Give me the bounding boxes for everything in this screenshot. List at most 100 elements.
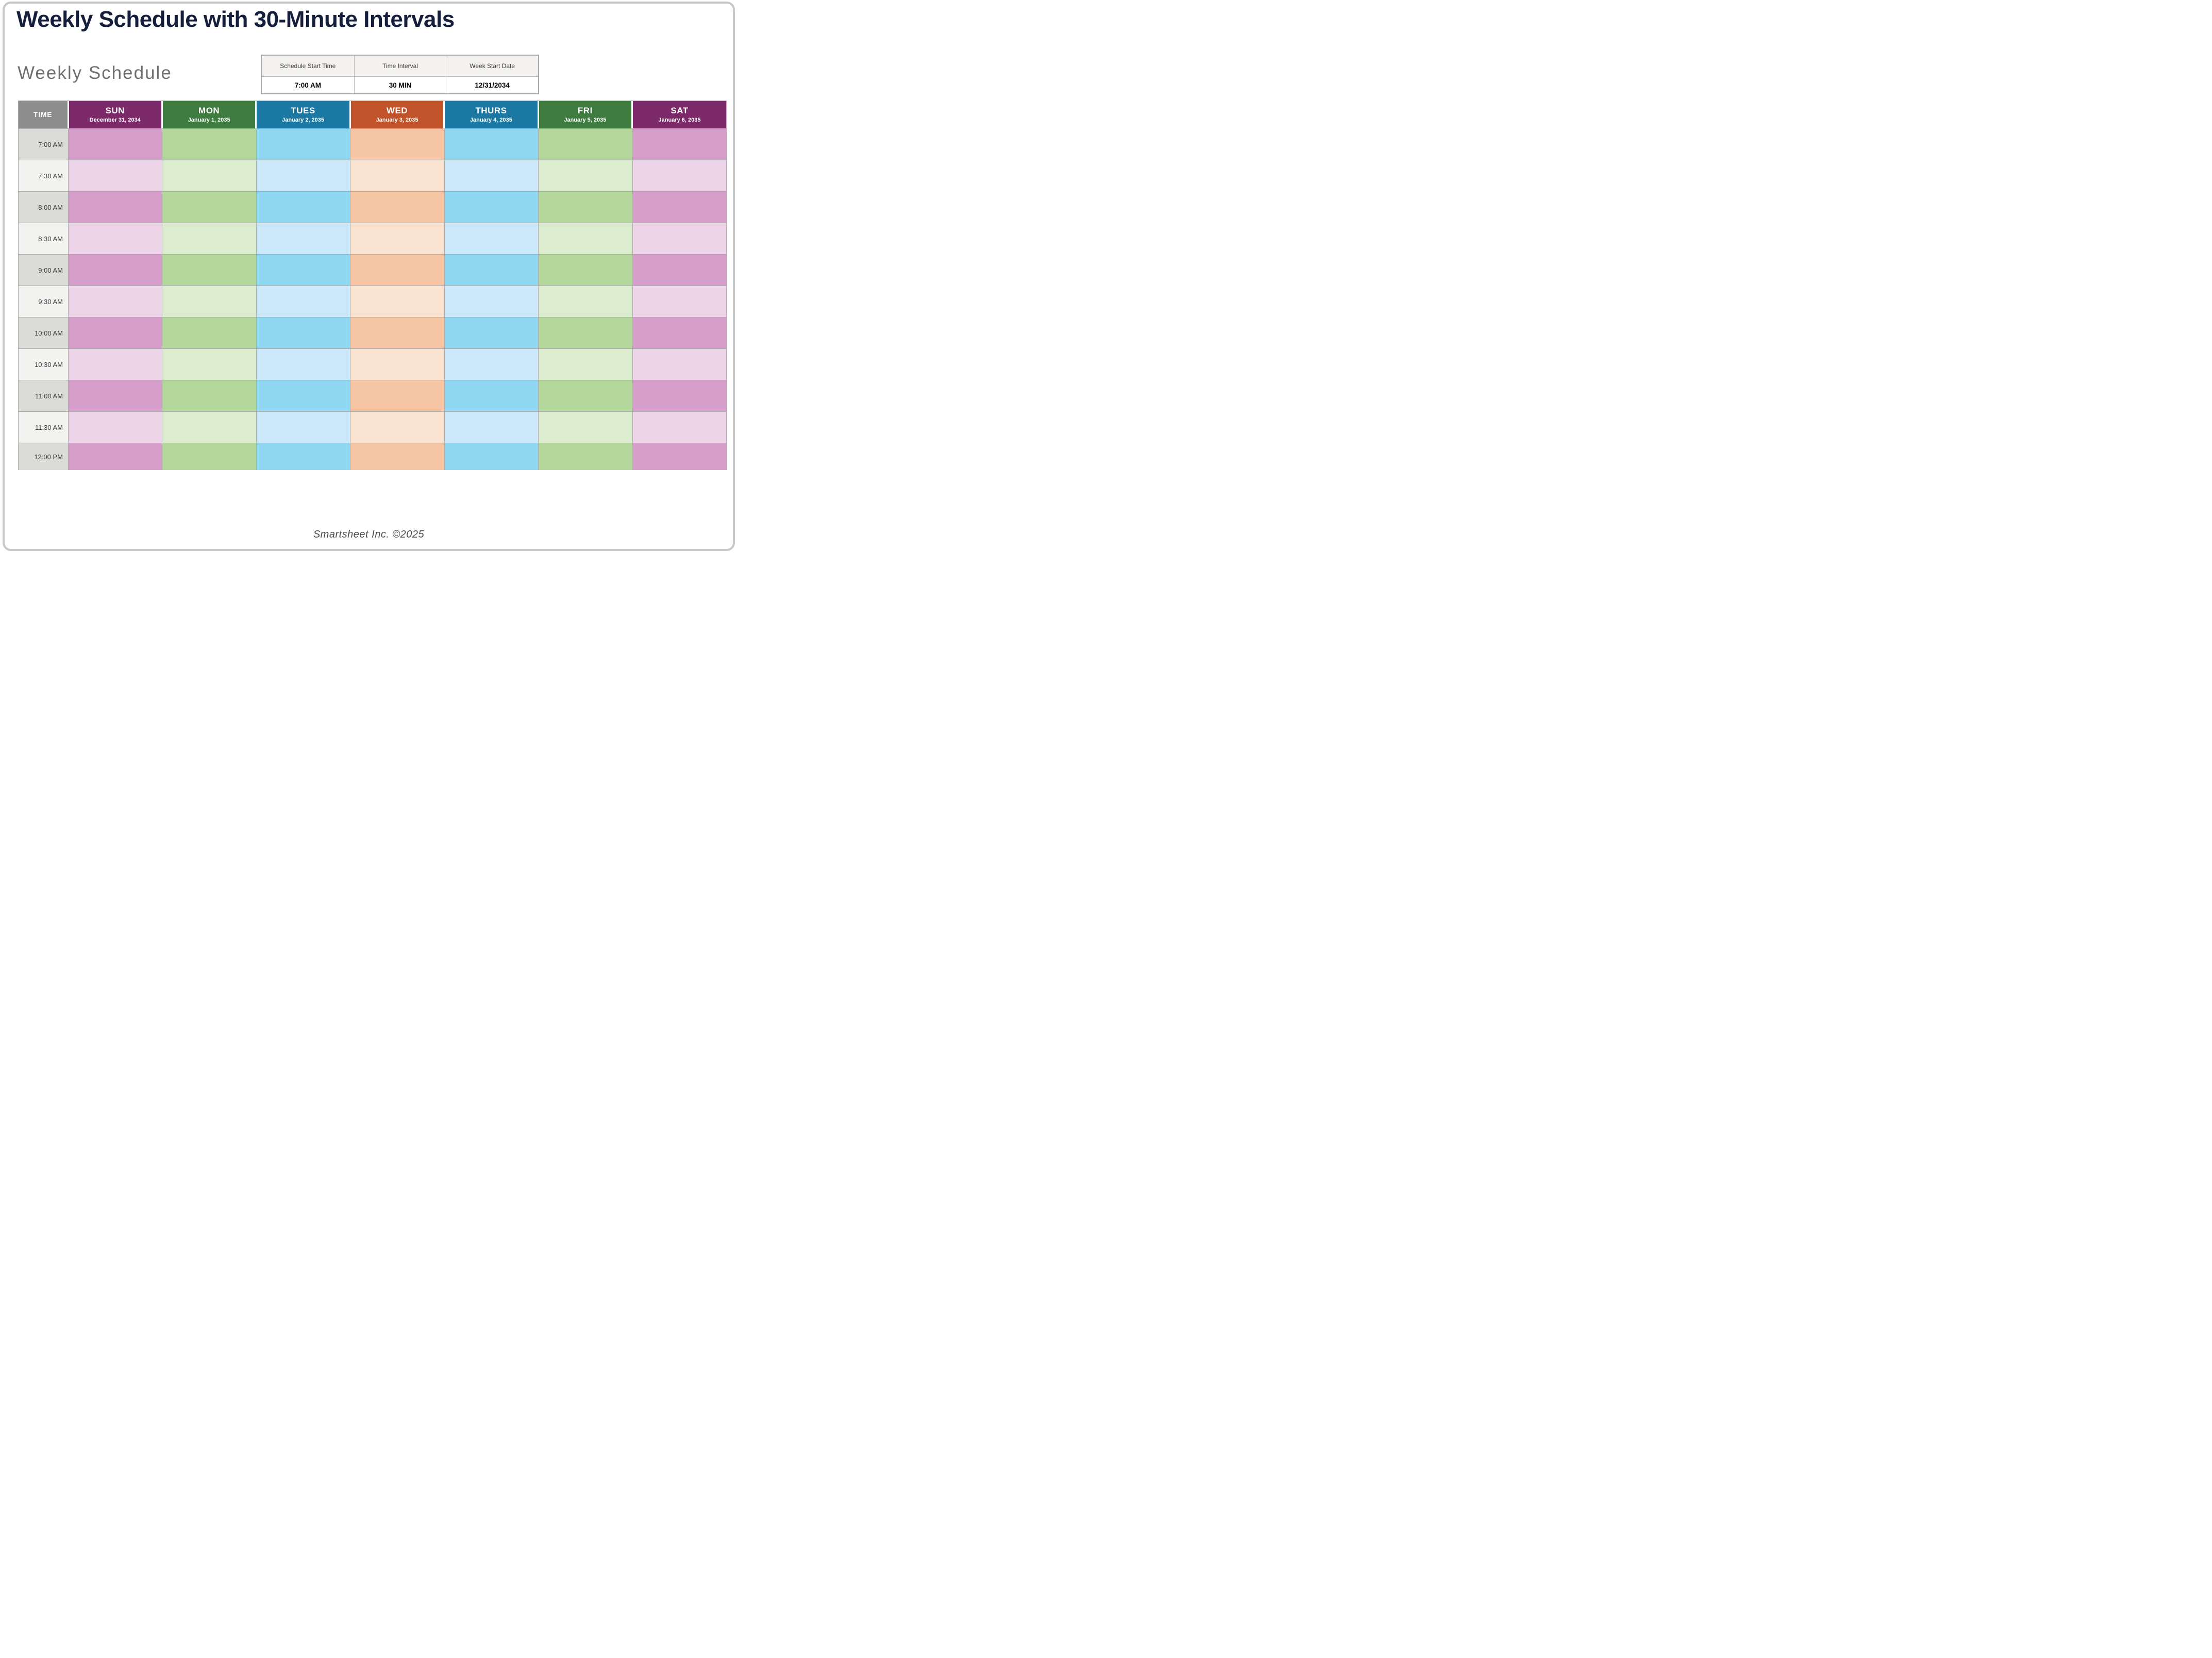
schedule-cell-wed-8-30-am[interactable] [350,223,444,255]
day-date: December 31, 2034 [89,117,141,123]
schedule-cell-sat-10-00-am[interactable] [632,317,726,349]
page: Weekly Schedule with 30-Minute Intervals… [0,0,738,552]
schedule-cell-tues-10-30-am[interactable] [256,349,350,380]
schedule-cell-sun-10-30-am[interactable] [68,349,162,380]
schedule-cell-mon-8-00-am[interactable] [162,192,256,223]
schedule-cell-tues-7-00-am[interactable] [256,129,350,160]
schedule-cell-wed-12-00-pm[interactable] [350,443,444,470]
schedule-cell-thurs-9-00-am[interactable] [444,255,539,286]
schedule-cell-wed-8-00-am[interactable] [350,192,444,223]
day-header-sat: SAT January 6, 2035 [633,101,726,128]
schedule-cell-sun-8-30-am[interactable] [68,223,162,255]
schedule-cell-fri-10-30-am[interactable] [538,349,632,380]
schedule-cell-fri-9-00-am[interactable] [538,255,632,286]
schedule-cell-tues-8-30-am[interactable] [256,223,350,255]
day-name: SAT [671,106,689,115]
schedule-cell-thurs-7-30-am[interactable] [444,160,539,192]
schedule-cell-sat-11-30-am[interactable] [632,412,726,443]
day-name: FRI [577,106,593,115]
schedule-cell-tues-9-00-am[interactable] [256,255,350,286]
schedule-cell-wed-11-30-am[interactable] [350,412,444,443]
schedule-cell-thurs-11-00-am[interactable] [444,380,539,412]
schedule-cell-thurs-10-00-am[interactable] [444,317,539,349]
schedule-cell-sat-7-00-am[interactable] [632,129,726,160]
schedule-cell-wed-10-30-am[interactable] [350,349,444,380]
schedule-cell-sun-9-00-am[interactable] [68,255,162,286]
time-label: 8:00 AM [19,192,68,223]
schedule-cell-fri-7-30-am[interactable] [538,160,632,192]
schedule-cell-tues-10-00-am[interactable] [256,317,350,349]
schedule-cell-wed-11-00-am[interactable] [350,380,444,412]
schedule-cell-thurs-12-00-pm[interactable] [444,443,539,470]
schedule-cell-sun-8-00-am[interactable] [68,192,162,223]
schedule-cell-mon-11-30-am[interactable] [162,412,256,443]
time-label: 9:30 AM [19,286,68,317]
schedule-cell-wed-9-00-am[interactable] [350,255,444,286]
schedule-cell-sat-7-30-am[interactable] [632,160,726,192]
schedule-cell-tues-12-00-pm[interactable] [256,443,350,470]
schedule-cell-sun-12-00-pm[interactable] [68,443,162,470]
schedule-cell-fri-8-00-am[interactable] [538,192,632,223]
schedule-cell-tues-11-30-am[interactable] [256,412,350,443]
schedule-cell-mon-9-30-am[interactable] [162,286,256,317]
schedule-cell-tues-8-00-am[interactable] [256,192,350,223]
schedule-cell-sun-7-30-am[interactable] [68,160,162,192]
time-column-header-cell: TIME [19,101,68,129]
day-name: THURS [475,106,507,115]
day-header-tues: TUES January 2, 2035 [257,101,349,128]
schedule-cell-tues-7-30-am[interactable] [256,160,350,192]
schedule-cell-mon-7-30-am[interactable] [162,160,256,192]
schedule-cell-mon-10-30-am[interactable] [162,349,256,380]
settings-value-0[interactable]: 7:00 AM [262,77,354,93]
schedule-cell-thurs-11-30-am[interactable] [444,412,539,443]
day-header-cell: WED January 3, 2035 [350,101,444,129]
schedule-cell-sun-11-00-am[interactable] [68,380,162,412]
schedule-cell-wed-7-30-am[interactable] [350,160,444,192]
schedule-cell-thurs-8-00-am[interactable] [444,192,539,223]
schedule-cell-tues-11-00-am[interactable] [256,380,350,412]
schedule-cell-fri-11-00-am[interactable] [538,380,632,412]
schedule-cell-thurs-10-30-am[interactable] [444,349,539,380]
settings-header-1: Time Interval [354,56,446,77]
schedule-cell-fri-10-00-am[interactable] [538,317,632,349]
day-header-sun: SUN December 31, 2034 [69,101,161,128]
schedule-cell-mon-9-00-am[interactable] [162,255,256,286]
footer-credit: Smartsheet Inc. ©2025 [313,529,425,540]
schedule-cell-fri-11-30-am[interactable] [538,412,632,443]
schedule-cell-mon-10-00-am[interactable] [162,317,256,349]
schedule-cell-sat-8-00-am[interactable] [632,192,726,223]
settings-value-1[interactable]: 30 MIN [354,77,446,93]
schedule-cell-sat-9-00-am[interactable] [632,255,726,286]
schedule-cell-sun-9-30-am[interactable] [68,286,162,317]
schedule-cell-thurs-8-30-am[interactable] [444,223,539,255]
schedule-cell-sun-11-30-am[interactable] [68,412,162,443]
schedule-cell-mon-8-30-am[interactable] [162,223,256,255]
schedule-cell-fri-8-30-am[interactable] [538,223,632,255]
schedule-cell-sun-10-00-am[interactable] [68,317,162,349]
schedule-cell-thurs-9-30-am[interactable] [444,286,539,317]
time-label: 7:00 AM [19,129,68,160]
schedule-cell-thurs-7-00-am[interactable] [444,129,539,160]
time-label: 10:00 AM [19,317,68,349]
schedule-cell-mon-11-00-am[interactable] [162,380,256,412]
schedule-cell-sat-8-30-am[interactable] [632,223,726,255]
schedule-cell-mon-12-00-pm[interactable] [162,443,256,470]
schedule-cell-sun-7-00-am[interactable] [68,129,162,160]
schedule-cell-wed-9-30-am[interactable] [350,286,444,317]
schedule-cell-wed-10-00-am[interactable] [350,317,444,349]
time-label: 9:00 AM [19,255,68,286]
schedule-cell-sat-12-00-pm[interactable] [632,443,726,470]
schedule-cell-fri-9-30-am[interactable] [538,286,632,317]
schedule-cell-sat-9-30-am[interactable] [632,286,726,317]
schedule-cell-fri-7-00-am[interactable] [538,129,632,160]
schedule-cell-sat-11-00-am[interactable] [632,380,726,412]
time-label: 7:30 AM [19,160,68,192]
schedule-cell-mon-7-00-am[interactable] [162,129,256,160]
settings-table: Schedule Start Time Time Interval Week Sta… [261,55,539,94]
schedule-cell-tues-9-30-am[interactable] [256,286,350,317]
schedule-cell-fri-12-00-pm[interactable] [538,443,632,470]
settings-value-2[interactable]: 12/31/2034 [446,77,538,93]
schedule-cell-sat-10-30-am[interactable] [632,349,726,380]
schedule-cell-wed-7-00-am[interactable] [350,129,444,160]
time-column-header: TIME [19,101,68,128]
